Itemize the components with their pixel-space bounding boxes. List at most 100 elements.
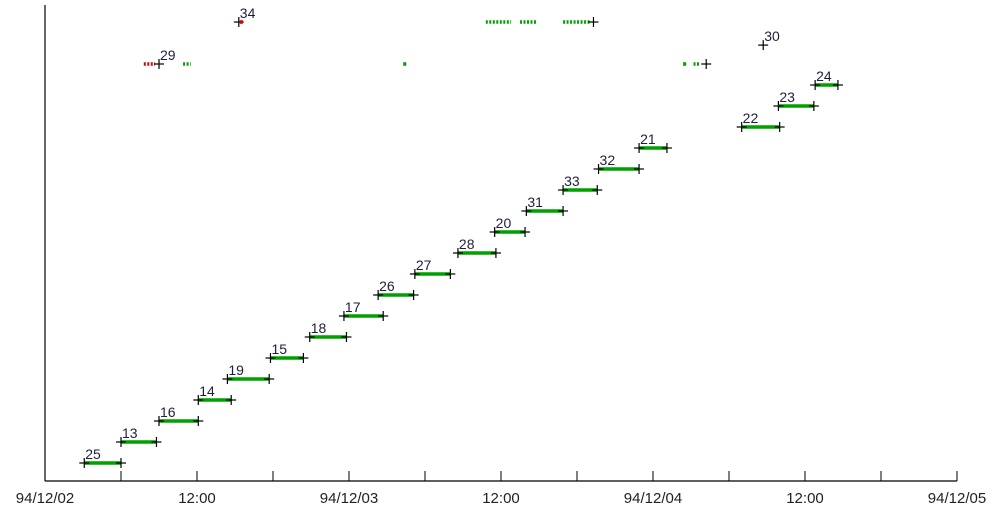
segment-end-marker xyxy=(832,80,843,90)
segment: 19 xyxy=(222,362,275,384)
segment-start-marker xyxy=(154,416,164,426)
segment-label: 23 xyxy=(779,89,795,105)
segment-label: 18 xyxy=(311,320,327,336)
segment-start-marker xyxy=(304,332,315,342)
segment-start-marker xyxy=(222,374,233,384)
track-marker xyxy=(701,59,712,69)
segment-end-marker xyxy=(774,122,785,132)
x-tick-label: 12:00 xyxy=(482,490,520,507)
sparse-track: 34 xyxy=(233,5,599,27)
track-marker xyxy=(758,40,769,51)
segment-end-marker xyxy=(408,290,419,300)
segment-start-marker xyxy=(452,248,463,258)
segment-end-marker xyxy=(226,395,237,405)
segment-start-marker xyxy=(409,269,420,279)
segment-label: 24 xyxy=(816,68,832,84)
segments: 25 13 16 14 19 15 18 17 26 27 28 20 31 33 32 21 22 23 24 xyxy=(79,68,843,468)
segment-end-marker xyxy=(520,227,531,237)
segment: 32 xyxy=(593,152,645,174)
segment-end-marker xyxy=(808,101,819,111)
segment-label: 32 xyxy=(600,152,616,168)
segment-start-marker xyxy=(593,164,604,174)
activity-dot xyxy=(239,20,243,24)
segment-label: 31 xyxy=(527,194,543,210)
sparse-track: 29 xyxy=(143,47,712,69)
x-axis-ticks: 94/12/02 12:00 94/12/03 12:00 94/12/04 12:00 9… xyxy=(16,471,986,507)
segment: 22 xyxy=(736,110,785,132)
segment-start-marker xyxy=(521,206,532,216)
segment-label: 19 xyxy=(228,362,244,378)
segment-start-marker xyxy=(338,311,349,321)
segment-label: 25 xyxy=(85,446,101,462)
segment-label: 15 xyxy=(271,341,287,357)
segment: 23 xyxy=(773,89,819,111)
segment-label: 21 xyxy=(640,131,656,147)
segment-start-marker xyxy=(634,143,645,153)
segment-label: 33 xyxy=(564,173,580,189)
track-label: 34 xyxy=(240,5,256,21)
segment-start-marker xyxy=(373,290,384,300)
x-tick-label: 12:00 xyxy=(178,490,216,507)
segment-label: 20 xyxy=(496,215,512,231)
segment: 18 xyxy=(304,320,352,342)
x-tick-label: 94/12/05 xyxy=(928,490,986,507)
segment: 15 xyxy=(265,341,309,363)
segment-end-marker xyxy=(264,374,275,384)
segment-label: 17 xyxy=(345,299,361,315)
segment-label: 22 xyxy=(743,110,759,126)
segment-label: 16 xyxy=(160,404,176,420)
segment-end-marker xyxy=(193,416,204,426)
segment-end-marker xyxy=(592,185,603,195)
activity-dot xyxy=(683,62,687,66)
segment: 33 xyxy=(558,173,603,195)
segment-end-marker xyxy=(490,248,501,258)
segment-end-marker xyxy=(298,353,309,363)
segment-end-marker xyxy=(151,437,162,447)
segment-end-marker xyxy=(445,269,456,279)
segment-label: 13 xyxy=(122,425,138,441)
segment-label: 26 xyxy=(379,278,395,294)
track-marker xyxy=(588,17,599,27)
x-tick-label: 94/12/02 xyxy=(16,490,74,507)
segment: 21 xyxy=(634,131,672,153)
segment-start-marker xyxy=(810,80,821,90)
segment-start-marker xyxy=(489,227,500,237)
segment: 25 xyxy=(79,446,126,468)
segment: 20 xyxy=(489,215,531,237)
x-tick-label: 94/12/04 xyxy=(624,490,682,507)
x-tick-label: 94/12/03 xyxy=(320,490,378,507)
activity-dot xyxy=(403,62,407,66)
segment-start-marker xyxy=(116,437,126,447)
segment-start-marker xyxy=(773,101,784,111)
segment-label: 28 xyxy=(459,236,475,252)
segment: 13 xyxy=(116,425,162,447)
segment: 17 xyxy=(338,299,389,321)
segment: 14 xyxy=(193,383,237,405)
track-label: 29 xyxy=(160,47,176,63)
segment: 24 xyxy=(810,68,843,90)
segment-start-marker xyxy=(79,458,90,468)
track-marker xyxy=(154,59,164,69)
segment: 31 xyxy=(521,194,569,216)
segment-start-marker xyxy=(193,395,204,405)
segment-start-marker xyxy=(265,353,276,363)
x-tick-label: 12:00 xyxy=(786,490,824,507)
segment: 26 xyxy=(373,278,419,300)
segment-end-marker xyxy=(341,332,352,342)
segment-label: 27 xyxy=(416,257,432,273)
segment-end-marker xyxy=(661,143,672,153)
segment-end-marker xyxy=(116,458,126,468)
segment: 28 xyxy=(452,236,501,258)
segment-end-marker xyxy=(378,311,389,321)
segment: 27 xyxy=(409,257,456,279)
segment-end-marker xyxy=(558,206,569,216)
segment-label: 14 xyxy=(199,383,215,399)
sparse-tracks: 29 30 34 xyxy=(143,5,780,69)
segment-start-marker xyxy=(558,185,569,195)
segment-end-marker xyxy=(634,164,645,174)
segment-start-marker xyxy=(736,122,747,132)
sparse-track: 30 xyxy=(758,28,780,51)
segment: 16 xyxy=(154,404,204,426)
track-label: 30 xyxy=(764,28,780,44)
